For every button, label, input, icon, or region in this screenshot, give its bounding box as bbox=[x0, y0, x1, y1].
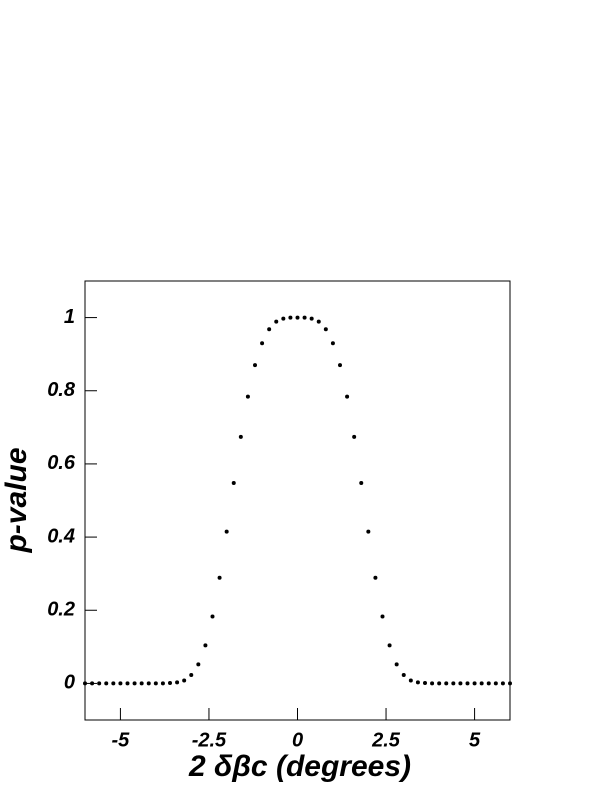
plot-frame bbox=[84, 280, 511, 721]
data-point bbox=[238, 434, 243, 439]
data-point bbox=[210, 614, 215, 619]
data-point bbox=[274, 319, 279, 324]
data-point bbox=[508, 681, 512, 686]
data-point bbox=[160, 681, 165, 686]
data-point bbox=[168, 681, 172, 686]
data-point bbox=[217, 575, 222, 580]
x-tick-label: -2.5 bbox=[192, 729, 227, 751]
data-point bbox=[90, 681, 95, 686]
data-point bbox=[182, 678, 187, 683]
data-point bbox=[189, 673, 194, 678]
data-point bbox=[437, 681, 442, 686]
data-point bbox=[387, 643, 392, 648]
y-tick-label: 1 bbox=[64, 306, 75, 328]
data-point bbox=[465, 681, 470, 686]
x-tick-label: 5 bbox=[469, 729, 481, 751]
y-axis-title: p-value bbox=[0, 447, 33, 553]
data-point bbox=[125, 681, 130, 686]
data-point bbox=[430, 681, 435, 686]
data-point bbox=[415, 680, 420, 685]
data-point bbox=[104, 681, 109, 686]
data-point bbox=[97, 681, 102, 686]
x-tick-label: 2.5 bbox=[371, 729, 401, 751]
data-point bbox=[203, 643, 208, 648]
data-point bbox=[118, 681, 123, 686]
data-point bbox=[401, 673, 406, 678]
data-point bbox=[139, 681, 144, 686]
y-tick-label: 0.4 bbox=[47, 525, 75, 547]
data-point bbox=[267, 327, 272, 332]
data-point bbox=[373, 575, 378, 580]
data-point bbox=[146, 681, 151, 686]
data-point bbox=[458, 681, 463, 686]
data-point bbox=[472, 681, 477, 686]
data-point bbox=[281, 316, 286, 321]
data-point bbox=[153, 681, 158, 686]
data-point bbox=[394, 662, 399, 667]
y-tick-label: 0.6 bbox=[47, 452, 76, 474]
data-point bbox=[423, 681, 427, 686]
data-point bbox=[345, 394, 350, 399]
data-point bbox=[366, 529, 371, 534]
data-point bbox=[253, 363, 257, 368]
data-point bbox=[260, 341, 265, 346]
y-tick-label: 0.8 bbox=[47, 379, 76, 401]
data-point bbox=[231, 480, 236, 485]
data-point bbox=[380, 614, 385, 619]
data-point bbox=[175, 680, 180, 685]
data-point bbox=[245, 394, 250, 399]
data-point bbox=[493, 681, 498, 686]
data-point bbox=[83, 681, 87, 686]
data-point bbox=[408, 678, 413, 683]
y-tick-label: 0.2 bbox=[47, 599, 75, 621]
data-point bbox=[316, 319, 321, 324]
data-point bbox=[224, 529, 229, 534]
y-tick-label: 0 bbox=[64, 672, 75, 694]
data-point bbox=[309, 316, 314, 321]
data-point bbox=[338, 363, 342, 368]
x-tick-label: 0 bbox=[292, 729, 303, 751]
data-point bbox=[288, 315, 293, 320]
data-point bbox=[451, 681, 456, 686]
data-point bbox=[479, 681, 484, 686]
data-point bbox=[352, 434, 357, 439]
data-point bbox=[486, 681, 491, 686]
data-point bbox=[132, 681, 137, 686]
data-point bbox=[111, 681, 116, 686]
data-point bbox=[196, 662, 201, 667]
x-tick-label: -5 bbox=[112, 729, 131, 751]
data-point bbox=[330, 341, 335, 346]
data-point bbox=[500, 681, 505, 686]
data-point bbox=[444, 681, 449, 686]
data-point bbox=[295, 315, 300, 320]
data-point bbox=[359, 480, 364, 485]
x-axis-title: 2 δβc (degrees) bbox=[188, 750, 411, 783]
data-point bbox=[302, 315, 307, 320]
data-point bbox=[323, 327, 328, 332]
